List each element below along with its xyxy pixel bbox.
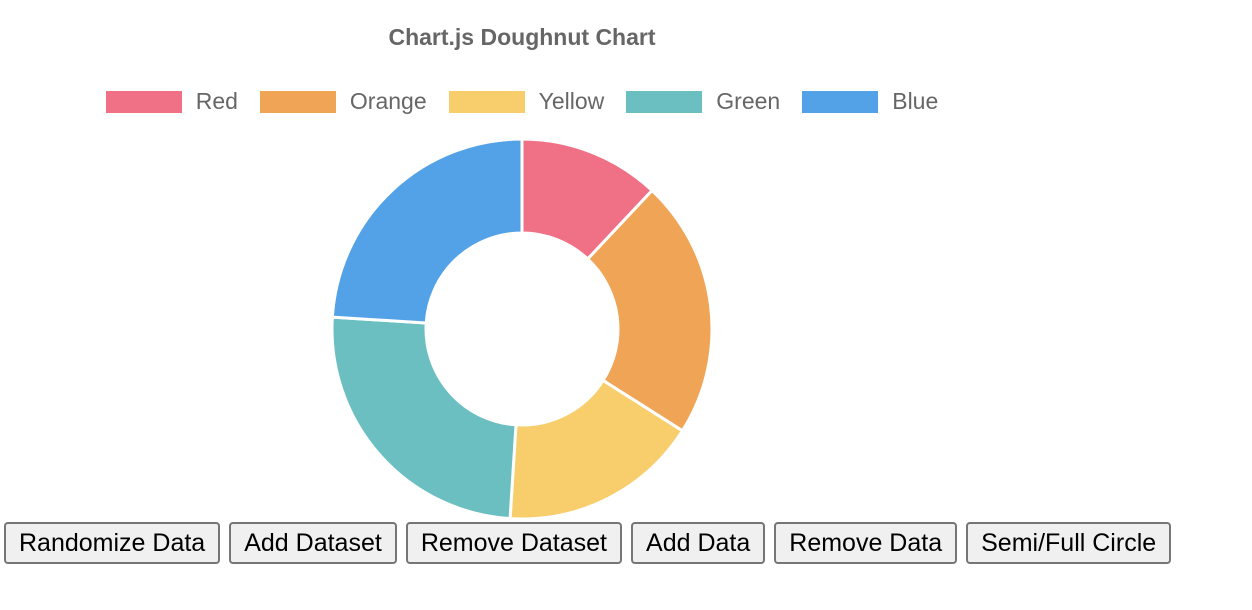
randomize-data-button[interactable]: Randomize Data (4, 522, 221, 564)
legend-label-green: Green (716, 88, 781, 114)
doughnut-segment-blue[interactable] (330, 137, 524, 325)
add-dataset-button[interactable]: Add Dataset (229, 522, 397, 564)
chart-legend: Red Orange Yellow Green Blue (0, 88, 1044, 115)
legend-swatch-red (105, 90, 182, 113)
control-buttons: Randomize Data Add Dataset Remove Datase… (4, 522, 1172, 564)
legend-label-red: Red (195, 88, 238, 114)
doughnut-segment-green[interactable] (330, 315, 518, 520)
remove-dataset-button[interactable]: Remove Dataset (405, 522, 623, 564)
legend-swatch-yellow (448, 90, 525, 113)
legend-item-red[interactable]: Red (105, 88, 238, 115)
doughnut-segment-orange[interactable] (585, 188, 714, 433)
legend-item-yellow[interactable]: Yellow (448, 88, 605, 115)
doughnut-segment-yellow[interactable] (508, 378, 685, 520)
semi-full-circle-button[interactable]: Semi/Full Circle (966, 522, 1172, 564)
legend-swatch-blue (802, 90, 879, 113)
legend-swatch-orange (259, 90, 336, 113)
remove-data-button[interactable]: Remove Data (774, 522, 958, 564)
legend-label-yellow: Yellow (538, 88, 605, 114)
legend-item-blue[interactable]: Blue (802, 88, 938, 115)
legend-item-orange[interactable]: Orange (259, 88, 427, 115)
doughnut-chart (330, 137, 714, 520)
legend-label-orange: Orange (349, 88, 427, 114)
legend-item-green[interactable]: Green (626, 88, 780, 115)
legend-swatch-green (626, 90, 703, 113)
legend-label-blue: Blue (892, 88, 939, 114)
chart-area: Chart.js Doughnut Chart Red Orange Yello… (0, 24, 1044, 520)
add-data-button[interactable]: Add Data (631, 522, 766, 564)
chart-title: Chart.js Doughnut Chart (388, 24, 656, 50)
